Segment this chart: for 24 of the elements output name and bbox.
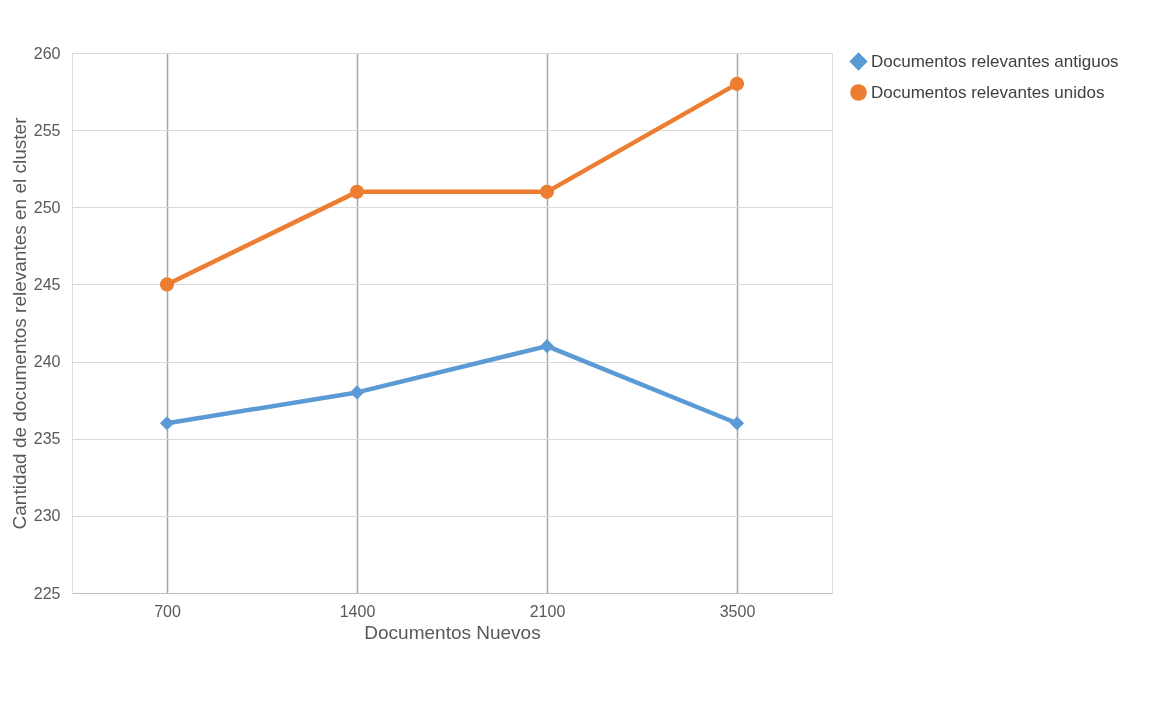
x-axis-title: Documentos Nuevos [364,621,541,643]
y-tick-label: 250 [33,198,61,216]
y-tick-label: 225 [33,584,61,602]
x-tick-label: 1400 [339,602,376,620]
point [159,416,175,431]
point [729,416,745,431]
y-tick-label: 255 [33,121,61,139]
point [539,184,555,199]
point [349,385,365,400]
point [729,76,745,91]
y-tick-label: 240 [33,353,61,371]
y-tick-label: 245 [33,275,61,293]
y-axis-title: Cantidad de documentos relevantes en el cluster [8,116,30,530]
y-tick-label: 235 [33,430,61,448]
legend-label: Documentos relevantes antiguos [871,51,1119,71]
legend-label: Documentos relevantes unidos [871,82,1105,102]
y-tick-label: 230 [33,507,61,525]
point [349,184,365,199]
x-tick-label: 3500 [719,602,756,620]
point [159,277,175,292]
x-tick-label: 2100 [529,602,566,620]
x-tick-label: 700 [154,602,181,620]
y-tick-label: 260 [33,44,61,62]
point [539,339,555,354]
